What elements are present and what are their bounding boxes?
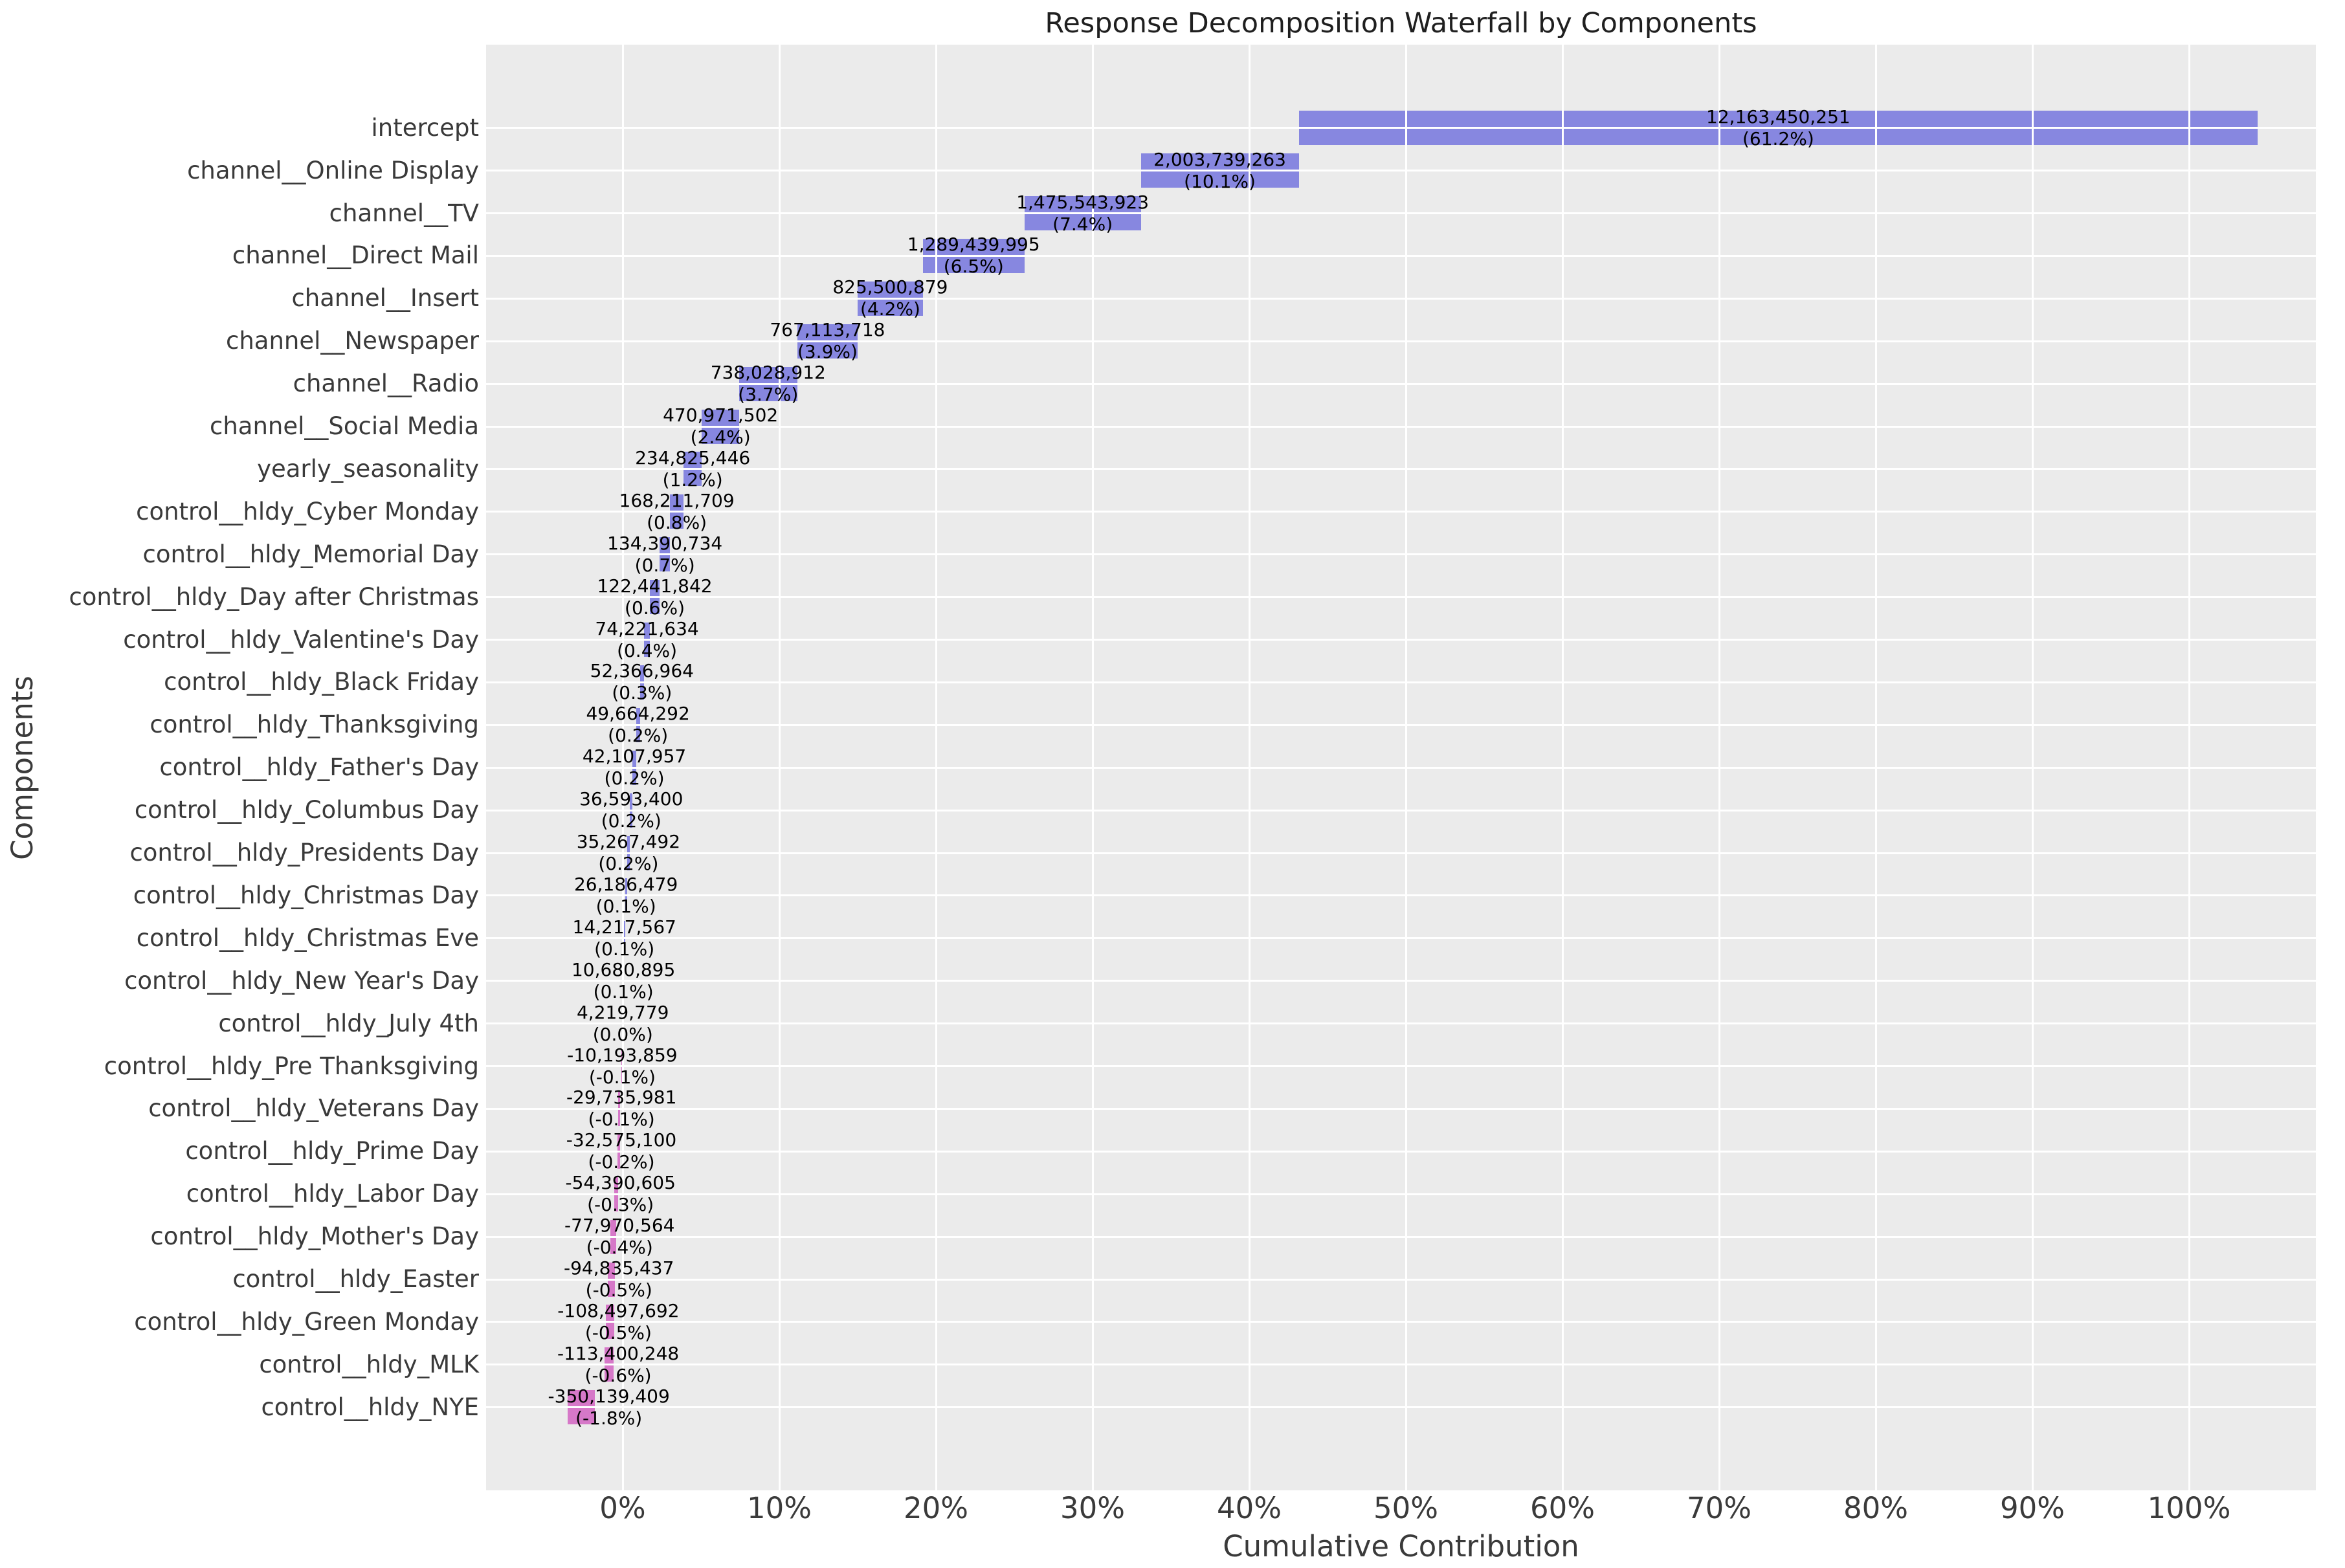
x-tick-label: 20% (903, 1491, 969, 1525)
y-axis-label-box: Components (4, 638, 40, 897)
y-category-label: control__hldy_Mother's Day (150, 1222, 479, 1251)
y-category-label: control__hldy_Day after Christmas (69, 582, 479, 611)
x-tick-label: 50% (1373, 1491, 1439, 1525)
y-category-label: control__hldy_Labor Day (186, 1180, 479, 1208)
x-tick-label: 30% (1060, 1491, 1126, 1525)
x-tick-label: 0% (599, 1491, 646, 1525)
x-tick-label: 80% (1843, 1491, 1909, 1525)
x-tick-label: 40% (1216, 1491, 1282, 1525)
y-category-label: channel__TV (329, 199, 479, 227)
y-category-label: control__hldy_Black Friday (164, 668, 479, 696)
y-category-label: channel__Online Display (187, 156, 479, 184)
y-category-label: control__hldy_Cyber Monday (136, 497, 479, 525)
y-category-label: intercept (371, 113, 480, 142)
y-category-label: control__hldy_Veterans Day (148, 1094, 479, 1123)
x-axis-label: Cumulative Contribution (1223, 1529, 1579, 1563)
y-category-label: control__hldy_Prime Day (185, 1137, 479, 1165)
y-category-label: control__hldy_Easter (232, 1265, 479, 1293)
y-category-label: channel__Radio (293, 370, 479, 398)
y-category-label: control__hldy_New Year's Day (124, 966, 479, 995)
y-category-label: channel__Social Media (210, 412, 479, 440)
y-category-label: control__hldy_NYE (261, 1393, 479, 1421)
y-category-label: channel__Direct Mail (232, 241, 479, 270)
y-axis-label: Components (5, 675, 39, 860)
y-category-label: control__hldy_Christmas Day (133, 881, 479, 909)
x-tick-label: 70% (1686, 1491, 1752, 1525)
chart-title: Response Decomposition Waterfall by Comp… (1045, 7, 1757, 39)
y-category-label: control__hldy_Christmas Eve (136, 923, 479, 952)
x-tick-label: 10% (746, 1491, 812, 1525)
y-category-label: control__hldy_Thanksgiving (150, 711, 479, 739)
x-tick-label: 100% (2147, 1491, 2231, 1525)
y-category-label: control__hldy_Valentine's Day (123, 625, 479, 654)
y-category-label: yearly_seasonality (257, 454, 479, 483)
x-tick-label: 60% (1529, 1491, 1595, 1525)
y-category-label: control__hldy_Father's Day (159, 753, 479, 782)
y-category-label: control__hldy_Memorial Day (142, 540, 480, 568)
x-tick-label: 90% (1999, 1491, 2065, 1525)
y-category-label: control__hldy_July 4th (218, 1009, 479, 1037)
plot-area (486, 45, 2316, 1490)
y-category-label: control__hldy_Pre Thanksgiving (104, 1052, 479, 1080)
y-category-label: control__hldy_Green Monday (134, 1307, 479, 1336)
y-category-label: control__hldy_Columbus Day (134, 796, 479, 824)
y-category-label: control__hldy_Presidents Day (129, 839, 479, 867)
y-category-label: control__hldy_MLK (259, 1350, 479, 1378)
y-category-label: channel__Insert (291, 284, 479, 313)
y-category-label: channel__Newspaper (225, 327, 479, 355)
